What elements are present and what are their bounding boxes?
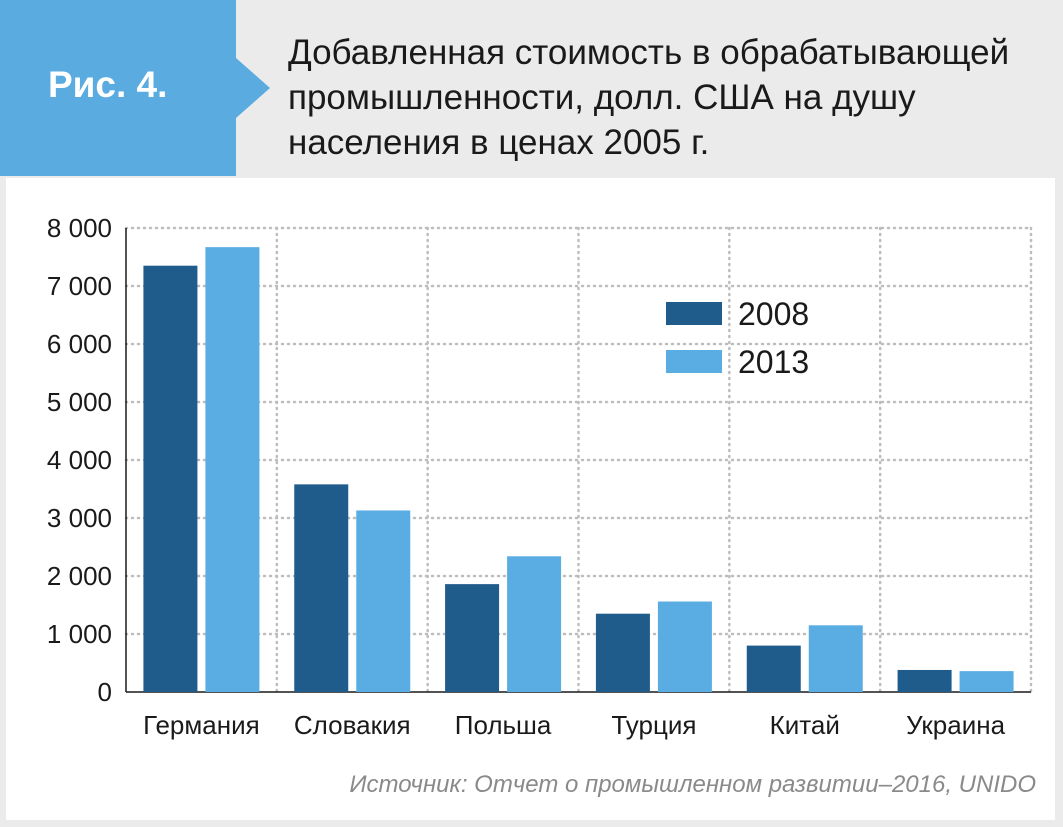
bar-2013 bbox=[507, 556, 562, 692]
y-tick-label: 1 000 bbox=[47, 619, 112, 649]
bar-2013 bbox=[205, 247, 260, 692]
legend-label-2013: 2013 bbox=[738, 344, 809, 380]
x-tick-label: Турция bbox=[611, 710, 696, 740]
x-tick-label: Китай bbox=[770, 710, 840, 740]
bar-2013 bbox=[356, 510, 411, 692]
bar-2008 bbox=[294, 484, 349, 692]
y-tick-label: 2 000 bbox=[47, 561, 112, 591]
y-tick-label: 8 000 bbox=[47, 213, 112, 243]
chart-title: Добавленная стоимость в обрабатывающей п… bbox=[288, 33, 1010, 162]
bar-2008 bbox=[746, 645, 801, 692]
bar-2013 bbox=[959, 671, 1014, 692]
bar-2008 bbox=[595, 613, 650, 692]
y-tick-label: 4 000 bbox=[47, 445, 112, 475]
y-tick-label: 3 000 bbox=[47, 503, 112, 533]
bar-2008 bbox=[143, 265, 198, 692]
x-tick-label: Словакия bbox=[294, 710, 411, 740]
legend: 2008 2013 bbox=[666, 296, 809, 380]
legend-label-2008: 2008 bbox=[738, 296, 809, 332]
y-tick-label: 7 000 bbox=[47, 271, 112, 301]
figure-header: Рис. 4. Добавленная стоимость в обрабаты… bbox=[0, 0, 1063, 178]
y-tick-label: 0 bbox=[98, 677, 112, 707]
source-note: Источник: Отчет о промышленном развитии–… bbox=[349, 771, 1036, 798]
figure-badge bbox=[0, 0, 270, 176]
bar-2013 bbox=[808, 625, 863, 692]
axis-layer: 0 1 000 2 000 3 000 4 000 5 000 6 000 7 000 8 00… bbox=[47, 213, 1031, 740]
x-tick-label: Польша bbox=[455, 710, 552, 740]
figure-label: Рис. 4. bbox=[48, 64, 168, 105]
bar-layer bbox=[143, 247, 1014, 692]
grid-layer bbox=[124, 226, 1033, 694]
bar-2013 bbox=[657, 601, 712, 692]
legend-swatch-2008 bbox=[666, 302, 722, 325]
bar-2008 bbox=[445, 584, 500, 692]
y-tick-label: 5 000 bbox=[47, 387, 112, 417]
x-tick-label: Германия bbox=[143, 710, 260, 740]
bar-chart: 0 1 000 2 000 3 000 4 000 5 000 6 000 7 000 8 00… bbox=[47, 213, 1036, 798]
bar-2008 bbox=[897, 669, 952, 692]
y-tick-label: 6 000 bbox=[47, 329, 112, 359]
x-tick-label: Украина bbox=[906, 710, 1006, 740]
legend-swatch-2013 bbox=[666, 350, 722, 373]
chart-panel: 0 1 000 2 000 3 000 4 000 5 000 6 000 7 000 8 00… bbox=[6, 178, 1055, 820]
